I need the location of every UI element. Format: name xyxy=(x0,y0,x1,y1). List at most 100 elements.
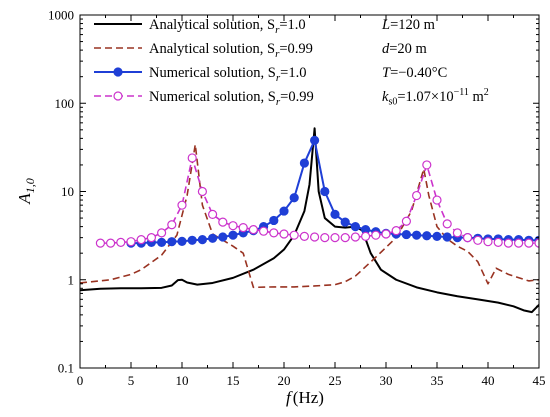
data-point xyxy=(197,186,207,197)
legend-entry-analytical-solution-sr-1-0: Analytical solution, Sr=1.0 xyxy=(94,17,306,36)
legend-entry-numerical-solution-sr-0-99: Numerical solution, Sr=0.99 xyxy=(94,89,314,108)
data-point xyxy=(371,230,381,240)
x-tick-label: 5 xyxy=(128,373,135,388)
annotation-line: L=120 m xyxy=(381,17,436,33)
data-point xyxy=(146,233,156,243)
data-point xyxy=(330,209,340,220)
data-point xyxy=(269,228,279,238)
data-point xyxy=(310,135,320,145)
x-tick-label: 40 xyxy=(482,373,495,388)
x-tick-label: 45 xyxy=(533,373,546,388)
data-point xyxy=(473,235,483,245)
data-point xyxy=(269,215,279,226)
data-point xyxy=(289,230,299,240)
data-point xyxy=(350,222,360,232)
y-tick-label: 1 xyxy=(68,272,75,287)
x-tick-label: 20 xyxy=(278,373,291,388)
data-point xyxy=(524,238,534,248)
data-point xyxy=(422,231,432,241)
data-point xyxy=(503,238,513,248)
data-point xyxy=(381,229,391,239)
data-point xyxy=(340,217,350,227)
data-point xyxy=(208,209,218,220)
legend-marker xyxy=(113,91,123,101)
data-point xyxy=(187,153,197,163)
legend-label: Numerical solution, Sr=1.0 xyxy=(149,65,306,84)
x-tick-label: 35 xyxy=(431,373,444,388)
data-point xyxy=(218,217,228,227)
data-point xyxy=(289,193,299,203)
data-point xyxy=(483,237,493,247)
data-point xyxy=(279,206,289,216)
data-point xyxy=(208,233,218,243)
axes-layer: 0 5 10 15 20 25 30 35 40 45 0.1 1 10 100 1000 xyxy=(48,8,546,389)
y-tick-label: 10 xyxy=(61,184,74,199)
data-point xyxy=(299,158,309,168)
data-point xyxy=(197,235,207,245)
data-point xyxy=(513,238,524,248)
x-tick-label: 15 xyxy=(227,373,240,388)
data-point xyxy=(157,237,167,247)
data-point xyxy=(259,226,269,236)
x-tick-label: 10 xyxy=(176,373,189,388)
series-analytical-solution-sr-0-99 xyxy=(80,143,539,289)
data-point xyxy=(177,236,187,246)
y-tick-label: 1000 xyxy=(48,8,74,23)
x-tick-label: 0 xyxy=(77,373,84,388)
data-point xyxy=(167,220,177,230)
data-point xyxy=(391,226,401,236)
series-line xyxy=(80,127,539,314)
data-point xyxy=(310,232,320,242)
series-analytical-solution-sr-1-0 xyxy=(80,127,539,314)
legend-label: Analytical solution, Sr=0.99 xyxy=(149,41,313,60)
data-point xyxy=(126,237,136,247)
data-point xyxy=(279,229,289,239)
data-point xyxy=(422,160,432,170)
series-layer xyxy=(80,127,539,314)
data-point xyxy=(248,225,258,235)
data-point xyxy=(412,230,422,240)
series-line xyxy=(80,143,539,289)
legend-marker xyxy=(113,67,123,77)
data-point xyxy=(299,231,309,241)
data-point xyxy=(320,233,330,243)
data-point xyxy=(401,216,411,226)
data-point xyxy=(157,228,167,238)
annotation-box: L=120 m d=20 m T=−0.40°C ks0=1.07×10−11 m2 xyxy=(381,17,489,108)
data-point xyxy=(218,232,228,242)
data-point xyxy=(452,228,462,238)
data-point xyxy=(361,231,371,241)
legend-entry-analytical-solution-sr-0-99: Analytical solution, Sr=0.99 xyxy=(94,41,313,60)
data-point xyxy=(177,200,187,210)
legend-label: Analytical solution, Sr=1.0 xyxy=(149,17,306,36)
data-point xyxy=(350,232,360,242)
data-point xyxy=(401,229,411,240)
y-tick-label: 0.1 xyxy=(58,361,74,376)
data-point xyxy=(340,233,350,243)
x-tick-label: 25 xyxy=(329,373,342,388)
annotation-line: d=20 m xyxy=(382,41,428,57)
series-numerical-solution-sr-1-0 xyxy=(126,135,539,248)
y-axis-title: A1,0 xyxy=(15,178,37,204)
x-tick-label: 30 xyxy=(380,373,393,388)
x-axis-title: f (Hz) xyxy=(286,388,324,407)
data-point xyxy=(238,222,248,233)
legend-entry-numerical-solution-sr-1-0: Numerical solution, Sr=1.0 xyxy=(94,65,306,84)
annotation-line: T=−0.40°C xyxy=(382,65,447,81)
data-point xyxy=(320,186,330,197)
data-point xyxy=(228,221,238,231)
data-point xyxy=(187,235,197,245)
data-point xyxy=(442,219,452,229)
data-point xyxy=(534,238,539,248)
data-point xyxy=(330,233,340,243)
data-point xyxy=(105,238,116,248)
legend-label: Numerical solution, Sr=0.99 xyxy=(149,89,314,108)
data-point xyxy=(493,237,503,247)
data-point xyxy=(228,230,238,240)
data-point xyxy=(463,233,473,243)
data-point xyxy=(442,232,452,242)
legend: Analytical solution, Sr=1.0 Analytical so… xyxy=(94,17,314,108)
data-point xyxy=(412,190,422,201)
data-point xyxy=(432,231,442,241)
